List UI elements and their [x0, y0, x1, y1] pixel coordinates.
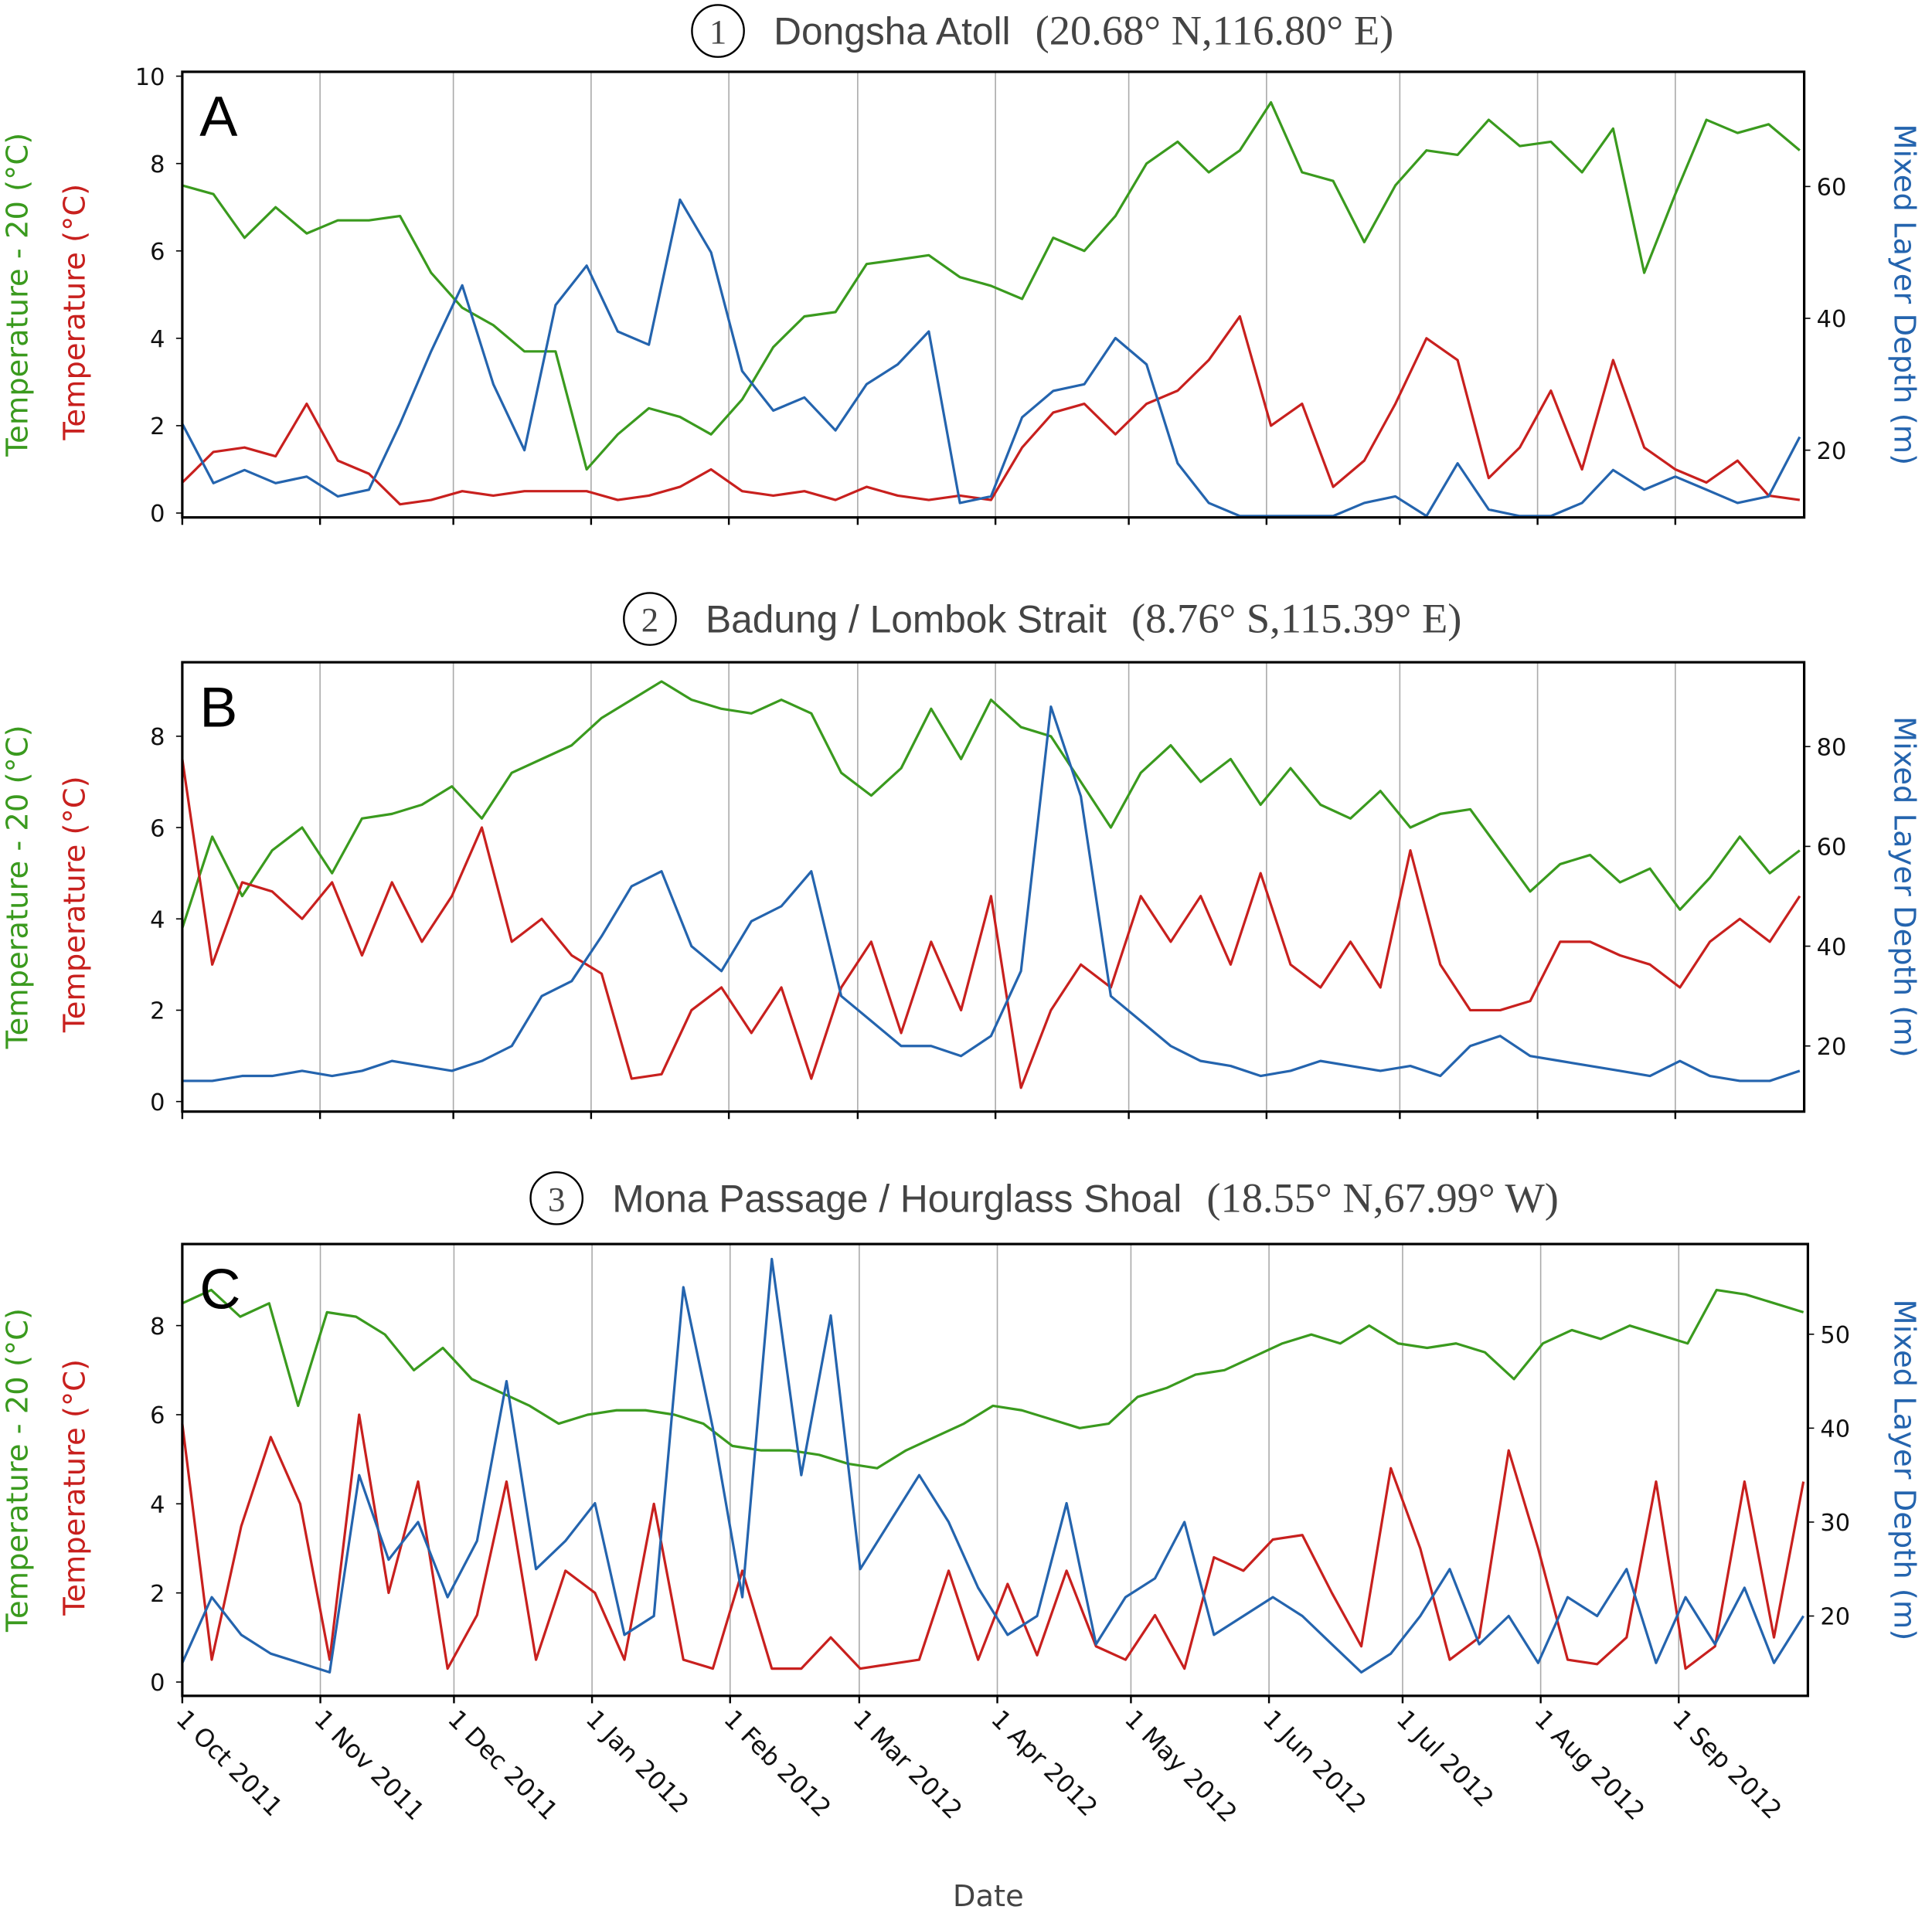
- y-left-tick-label: 6: [150, 815, 165, 842]
- plot-frame: [181, 661, 1806, 1113]
- y-left-label-red: Temperature (°C): [57, 1359, 92, 1616]
- y-right-tick-label: 40: [1820, 1416, 1850, 1443]
- x-tick-label: 1 Feb 2012: [718, 1704, 836, 1823]
- x-tick-label: 1 Nov 2011: [308, 1704, 430, 1827]
- series-green-line: [181, 680, 1801, 929]
- x-tick-label: 1 Jun 2012: [1257, 1704, 1372, 1820]
- x-axis-label: Date: [953, 1879, 1024, 1910]
- y-right-tick-label: 30: [1820, 1510, 1850, 1537]
- x-tick-label: 1 Sep 2012: [1667, 1704, 1787, 1825]
- y-right-tick-label: 60: [1817, 175, 1847, 202]
- plot-frame: [181, 70, 1806, 519]
- y-right-tick-label: 60: [1817, 834, 1847, 862]
- series-blue-line: [182, 705, 1801, 1082]
- y-right-tick-label: 20: [1817, 438, 1847, 465]
- marker-number: 3: [548, 1180, 565, 1218]
- panel-title: Dongsha Atoll (20.68° N,116.80° E): [774, 7, 1393, 54]
- y-left-label-red: Temperature (°C): [57, 776, 92, 1033]
- y-left-tick-label: 6: [150, 1402, 165, 1429]
- y-right-label: Mixed Layer Depth (m): [1887, 1300, 1922, 1641]
- panel-letter: C: [199, 1256, 240, 1320]
- y-left-label-red: Temperature (°C): [57, 184, 92, 441]
- series-red-line: [181, 759, 1801, 1089]
- y-right-tick-label: 20: [1817, 1034, 1847, 1061]
- y-left-tick-label: 2: [150, 1581, 165, 1608]
- x-tick-label: 1 Dec 2011: [442, 1704, 563, 1826]
- y-left-tick-label: 0: [150, 1089, 165, 1116]
- x-tick-label: 1 Aug 2012: [1529, 1704, 1651, 1827]
- panel-title: Badung / Lombok Strait (8.76° S,115.39° E…: [706, 595, 1461, 642]
- y-left-tick-label: 0: [150, 1670, 165, 1697]
- y-right-label: Mixed Layer Depth (m): [1887, 124, 1922, 465]
- y-left-tick-label: 8: [150, 724, 165, 751]
- marker-circle-icon: [691, 4, 745, 58]
- y-left-tick-label: 4: [150, 326, 165, 353]
- x-tick-label: 1 Jan 2012: [580, 1704, 695, 1819]
- panel-b: Badung / Lombok Strait (8.76° S,115.39° E…: [1, 592, 1922, 1120]
- y-right-label: Mixed Layer Depth (m): [1887, 716, 1922, 1058]
- panel-letter: B: [199, 675, 237, 739]
- panel-c: Mona Passage / Hourglass Shoal (18.55° N,…: [1, 1171, 1922, 1828]
- series-blue-line: [181, 1257, 1805, 1674]
- y-left-tick-label: 8: [150, 1314, 165, 1341]
- series-green-line: [182, 1288, 1804, 1470]
- x-tick-label: 1 May 2012: [1119, 1704, 1243, 1828]
- marker-circle-icon: [623, 592, 677, 646]
- site-name: Badung / Lombok Strait: [706, 598, 1107, 641]
- plot-frame: [181, 1242, 1810, 1698]
- panel-letter: A: [199, 84, 237, 148]
- x-tick-label: 1 Apr 2012: [985, 1704, 1104, 1823]
- site-coords: (8.76° S,115.39° E): [1131, 595, 1461, 642]
- y-right-tick-label: 50: [1820, 1322, 1850, 1349]
- site-name: Dongsha Atoll: [774, 10, 1010, 53]
- y-left-tick-label: 2: [150, 413, 165, 440]
- marker-number: 1: [709, 12, 726, 51]
- y-left-label-green: Temperature - 20 (°C): [1, 725, 36, 1049]
- panel-a: Dongsha Atoll (20.68° N,116.80° E) 1 A 0 2 4 6 8…: [1, 4, 1922, 528]
- panel-title: Mona Passage / Hourglass Shoal (18.55° N,…: [612, 1174, 1559, 1221]
- y-left-tick-label: 4: [150, 1492, 165, 1519]
- y-right-tick-label: 40: [1817, 934, 1847, 961]
- series-red-line: [181, 1413, 1805, 1670]
- marker-circle-icon: [529, 1171, 584, 1225]
- x-tick-label: 1 Mar 2012: [848, 1704, 968, 1825]
- y-left-tick-label: 2: [150, 998, 165, 1025]
- y-left-label-green: Temperature - 20 (°C): [1, 133, 36, 457]
- marker-number: 2: [641, 600, 658, 639]
- y-left-tick-label: 6: [150, 239, 165, 266]
- y-left-tick-label: 0: [150, 501, 165, 528]
- y-left-tick-label: 8: [150, 151, 165, 178]
- x-tick-label: 1 Oct 2011: [171, 1704, 288, 1822]
- series-red-line: [181, 314, 1801, 506]
- y-right-tick-label: 40: [1817, 306, 1847, 333]
- site-name: Mona Passage / Hourglass Shoal: [612, 1177, 1182, 1220]
- y-right-tick-label: 20: [1820, 1604, 1850, 1631]
- y-left-tick-label: 4: [150, 906, 165, 933]
- y-left-tick-label: 10: [135, 64, 165, 91]
- site-coords: (20.68° N,116.80° E): [1036, 7, 1394, 54]
- series-blue-line: [181, 198, 1801, 518]
- x-tick-label: 1 Jul 2012: [1391, 1704, 1500, 1813]
- y-left-label-green: Temperature - 20 (°C): [1, 1308, 36, 1633]
- series-green-line: [182, 100, 1801, 471]
- site-coords: (18.55° N,67.99° W): [1206, 1174, 1559, 1221]
- y-right-tick-label: 80: [1817, 734, 1847, 761]
